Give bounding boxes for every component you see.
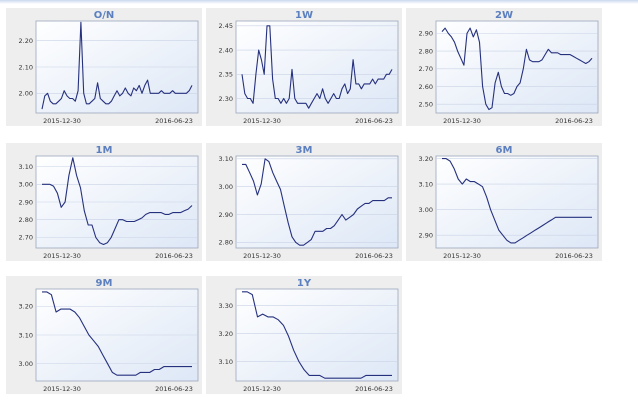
y-tick-label: 2.35 — [219, 71, 233, 79]
chart-panel-1m: 1M 2.70 2.80 2.90 3.00 3.10 2015-12-30 2016-06… — [6, 143, 202, 261]
y-tick-label: 2.50 — [419, 100, 433, 108]
y-tick-label: 2.45 — [219, 22, 233, 30]
y-tick-label: 2.90 — [219, 211, 233, 219]
chart-svg: 2.80 2.90 3.00 3.10 2015-12-30 2016-06-23 — [219, 155, 399, 260]
y-tick-label: 3.20 — [419, 155, 433, 163]
series-line-1w — [241, 25, 393, 109]
y-tick-label: 2.40 — [219, 46, 233, 54]
y-tick-label: 3.10 — [219, 155, 233, 163]
chart-title: 2W — [495, 10, 513, 21]
plot-area — [435, 155, 599, 249]
y-tick-label: 3.00 — [419, 206, 433, 214]
plot-area — [235, 288, 399, 382]
chart-title: 6M — [495, 145, 513, 156]
y-tick-label: 3.10 — [19, 331, 33, 339]
plot-area — [235, 155, 399, 249]
chart-svg: 2.00 2.10 2.20 2015-12-30 2016-06-23 — [19, 20, 199, 125]
y-tick-label: 2.80 — [419, 47, 433, 55]
chart-svg: 2.70 2.80 2.90 3.00 3.10 2015-12-30 2016-06-23 — [19, 155, 199, 260]
y-tick-label: 3.10 — [419, 180, 433, 188]
chart-svg: 3.00 3.10 3.20 2015-12-30 2016-06-23 — [19, 288, 199, 393]
chart-title: 3M — [295, 145, 313, 156]
x-tick-label-end: 2016-06-23 — [355, 385, 393, 393]
chart-panel-on: O/N 2.00 2.10 2.20 2015-12-30 2016-06-23 — [6, 8, 202, 126]
x-tick-label-start: 2015-12-30 — [43, 385, 81, 393]
y-tick-label: 3.10 — [19, 163, 33, 171]
y-tick-label: 2.90 — [419, 232, 433, 240]
chart-panel-9m: 9M 3.00 3.10 3.20 2015-12-30 2016-06-23 — [6, 276, 202, 394]
y-tick-label: 3.00 — [219, 183, 233, 191]
x-tick-label-end: 2016-06-23 — [355, 252, 393, 260]
chart-panel-1y: 1Y 3.10 3.20 3.30 2015-12-30 2016-06-23 — [206, 276, 402, 394]
y-tick-label: 2.10 — [19, 63, 33, 71]
x-tick-label-end: 2016-06-23 — [555, 117, 593, 125]
y-tick-label: 3.00 — [19, 181, 33, 189]
series-line-3m — [242, 158, 392, 246]
y-tick-label: 3.20 — [19, 303, 33, 311]
plot-area — [435, 20, 599, 114]
chart-svg: 2.30 2.35 2.40 2.45 2015-12-30 2016-06-23 — [219, 20, 399, 125]
y-tick-label: 3.30 — [219, 302, 233, 310]
y-tick-label: 2.70 — [19, 234, 33, 242]
x-tick-label-start: 2015-12-30 — [43, 117, 81, 125]
series-line-1y — [242, 291, 392, 379]
chart-panel-3m: 3M 2.80 2.90 3.00 3.10 2015-12-30 2016-06-23 — [206, 143, 402, 261]
y-tick-label: 2.00 — [19, 90, 33, 98]
y-tick-label: 2.30 — [219, 95, 233, 103]
chart-panel-1w: 1W 2.30 2.35 2.40 2.45 2015-12-30 2016-06-23 — [206, 8, 402, 126]
x-tick-label-end: 2016-06-23 — [355, 117, 393, 125]
chart-title: O/N — [93, 10, 115, 21]
y-tick-label: 3.20 — [219, 330, 233, 338]
plot-area — [235, 20, 399, 114]
x-tick-label-start: 2015-12-30 — [43, 252, 81, 260]
series-line-2w — [441, 27, 593, 111]
chart-panel-6m: 6M 2.90 3.00 3.10 3.20 2015-12-30 2016-06-23 — [406, 143, 602, 261]
chart-svg: 2.90 3.00 3.10 3.20 2015-12-30 2016-06-23 — [419, 155, 599, 260]
series-line-on — [41, 21, 193, 110]
y-tick-label: 2.70 — [419, 65, 433, 73]
chart-svg: 2.50 2.60 2.70 2.80 2.90 2015-12-30 2016-06-23 — [419, 20, 599, 125]
chart-title: 9M — [95, 278, 113, 289]
x-tick-label-start: 2015-12-30 — [243, 385, 281, 393]
y-tick-label: 2.80 — [19, 216, 33, 224]
x-tick-label-start: 2015-12-30 — [243, 117, 281, 125]
y-tick-label: 2.90 — [19, 198, 33, 206]
x-tick-label-end: 2016-06-23 — [155, 252, 193, 260]
y-tick-label: 3.00 — [19, 360, 33, 368]
chart-title: 1W — [295, 10, 313, 21]
x-tick-label-start: 2015-12-30 — [443, 117, 481, 125]
y-tick-label: 2.80 — [219, 239, 233, 247]
chart-title: 1Y — [296, 278, 312, 289]
chart-title: 1M — [95, 145, 113, 156]
x-tick-label-end: 2016-06-23 — [155, 117, 193, 125]
y-tick-label: 2.90 — [419, 30, 433, 38]
y-tick-label: 2.20 — [19, 37, 33, 45]
chart-svg: 3.10 3.20 3.30 2015-12-30 2016-06-23 — [219, 288, 399, 393]
x-tick-label-start: 2015-12-30 — [243, 252, 281, 260]
top-gradient-bar — [0, 0, 638, 4]
y-tick-label: 2.60 — [419, 83, 433, 91]
x-tick-label-start: 2015-12-30 — [443, 252, 481, 260]
y-tick-label: 3.10 — [219, 358, 233, 366]
series-line-9m — [42, 291, 192, 376]
x-tick-label-end: 2016-06-23 — [155, 385, 193, 393]
series-line-1m — [42, 157, 193, 246]
x-tick-label-end: 2016-06-23 — [555, 252, 593, 260]
series-line-6m — [442, 158, 592, 244]
chart-panel-2w: 2W 2.50 2.60 2.70 2.80 2.90 2015-12-30 2016-06… — [406, 8, 602, 126]
